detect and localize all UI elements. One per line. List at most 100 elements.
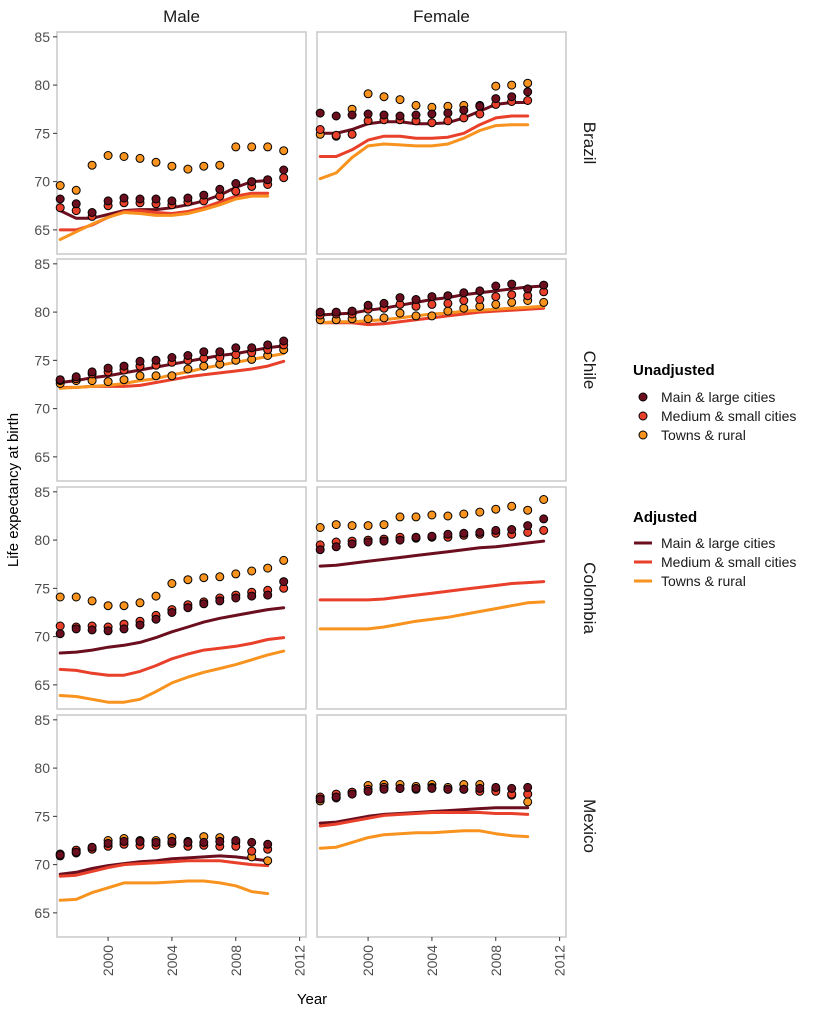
y-tick-label: 80 [34,760,50,776]
panels-layer [55,31,567,938]
unadjusted-point-main-large-cities [427,109,437,119]
legend-title-adjusted: Adjusted [633,509,697,526]
unadjusted-point-towns-rural [247,142,257,152]
y-tick-label: 65 [34,677,50,693]
unadjusted-point-towns-rural [523,505,533,515]
x-tick-label: 2008 [488,945,504,976]
unadjusted-point-main-large-cities [331,792,341,802]
unadjusted-point-main-large-cities [231,343,241,353]
unadjusted-point-main-large-cities [55,375,65,385]
unadjusted-point-towns-rural [103,601,113,611]
unadjusted-point-towns-rural [363,521,373,531]
unadjusted-point-medium-small-cities [231,186,241,196]
unadjusted-point-main-large-cities [247,343,257,353]
panel-chile-male [55,258,307,482]
unadjusted-point-main-large-cities [151,614,161,624]
unadjusted-point-main-large-cities [135,356,145,366]
y-tick-label: 65 [34,905,50,921]
unadjusted-point-main-large-cities [395,293,405,303]
unadjusted-point-main-large-cities [459,784,469,794]
panel-background [316,486,567,710]
unadjusted-point-main-large-cities [55,850,65,860]
legend-label-adjusted: Towns & rural [661,573,746,589]
unadjusted-point-towns-rural [347,521,357,531]
unadjusted-point-medium-small-cities [427,299,437,309]
unadjusted-point-main-large-cities [183,837,193,847]
unadjusted-point-main-large-cities [347,110,357,120]
y-tick-label: 85 [34,256,50,272]
unadjusted-point-main-large-cities [103,626,113,636]
unadjusted-point-towns-rural [247,566,257,576]
unadjusted-point-towns-rural [507,501,517,511]
legend-label-unadjusted: Main & large cities [661,389,775,405]
adjusted-line-medium-small-cities [318,114,530,158]
y-tick-label: 75 [34,125,50,141]
unadjusted-point-towns-rural [411,100,421,110]
strip-label-colombia: Colombia [580,562,599,634]
adjusted-line-main-large-cities [318,539,546,568]
y-tick-label: 85 [34,29,50,45]
adjusted-line-towns-rural [58,649,286,704]
unadjusted-point-towns-rural [491,299,501,309]
unadjusted-point-towns-rural [151,157,161,167]
unadjusted-point-medium-small-cities [55,203,65,213]
unadjusted-point-medium-small-cities [507,290,517,300]
unadjusted-point-main-large-cities [507,92,517,102]
unadjusted-point-towns-rural [103,377,113,387]
panel-colombia-female [315,486,567,710]
strip-label-male: Male [163,7,200,26]
unadjusted-point-main-large-cities [507,279,517,289]
unadjusted-point-main-large-cities [119,193,129,203]
unadjusted-point-main-large-cities [459,528,469,538]
strip-label-mexico: Mexico [580,799,599,853]
unadjusted-point-main-large-cities [411,110,421,120]
unadjusted-point-main-large-cities [151,355,161,365]
unadjusted-point-medium-small-cities [539,525,549,535]
strip-labels: Male Female Brazil Chile Colombia Mexico [163,7,599,853]
unadjusted-point-main-large-cities [379,298,389,308]
unadjusted-point-main-large-cities [379,784,389,794]
unadjusted-point-main-large-cities [443,784,453,794]
y-tick-label: 80 [34,77,50,93]
unadjusted-point-towns-rural [71,592,81,602]
unadjusted-point-towns-rural [231,142,241,152]
y-tick-label: 80 [34,532,50,548]
unadjusted-point-main-large-cities [135,836,145,846]
unadjusted-point-towns-rural [199,361,209,371]
panel-brazil-male [55,31,307,255]
unadjusted-point-towns-rural [199,161,209,171]
unadjusted-point-towns-rural [199,573,209,583]
unadjusted-point-towns-rural [395,95,405,105]
unadjusted-point-main-large-cities [263,590,273,600]
unadjusted-point-main-large-cities [87,842,97,852]
unadjusted-point-main-large-cities [231,593,241,603]
panel-brazil-female [315,31,567,255]
unadjusted-point-towns-rural [379,313,389,323]
unadjusted-point-main-large-cities [87,367,97,377]
unadjusted-point-towns-rural [183,364,193,374]
unadjusted-point-main-large-cities [347,789,357,799]
panel-background [56,714,307,938]
unadjusted-point-main-large-cities [183,351,193,360]
unadjusted-point-main-large-cities [167,353,177,362]
unadjusted-point-towns-rural [183,575,193,585]
adjusted-line-towns-rural [318,600,546,631]
adjusted-line-towns-rural [318,829,530,850]
unadjusted-point-main-large-cities [523,521,533,531]
unadjusted-point-main-large-cities [427,531,437,541]
y-tick-label: 85 [34,712,50,728]
unadjusted-point-main-large-cities [87,208,97,217]
unadjusted-point-towns-rural [263,563,273,573]
unadjusted-point-main-large-cities [215,184,225,194]
unadjusted-point-main-large-cities [167,836,177,846]
unadjusted-point-main-large-cities [331,307,341,317]
unadjusted-point-main-large-cities [459,105,469,115]
unadjusted-point-main-large-cities [71,847,81,857]
x-tick-label: 2008 [228,945,244,976]
unadjusted-point-towns-rural [507,297,517,307]
unadjusted-point-towns-rural [87,596,97,606]
unadjusted-point-main-large-cities [183,193,193,203]
unadjusted-point-main-large-cities [523,284,533,294]
unadjusted-point-main-large-cities [363,109,373,119]
unadjusted-point-medium-small-cities [475,295,485,304]
